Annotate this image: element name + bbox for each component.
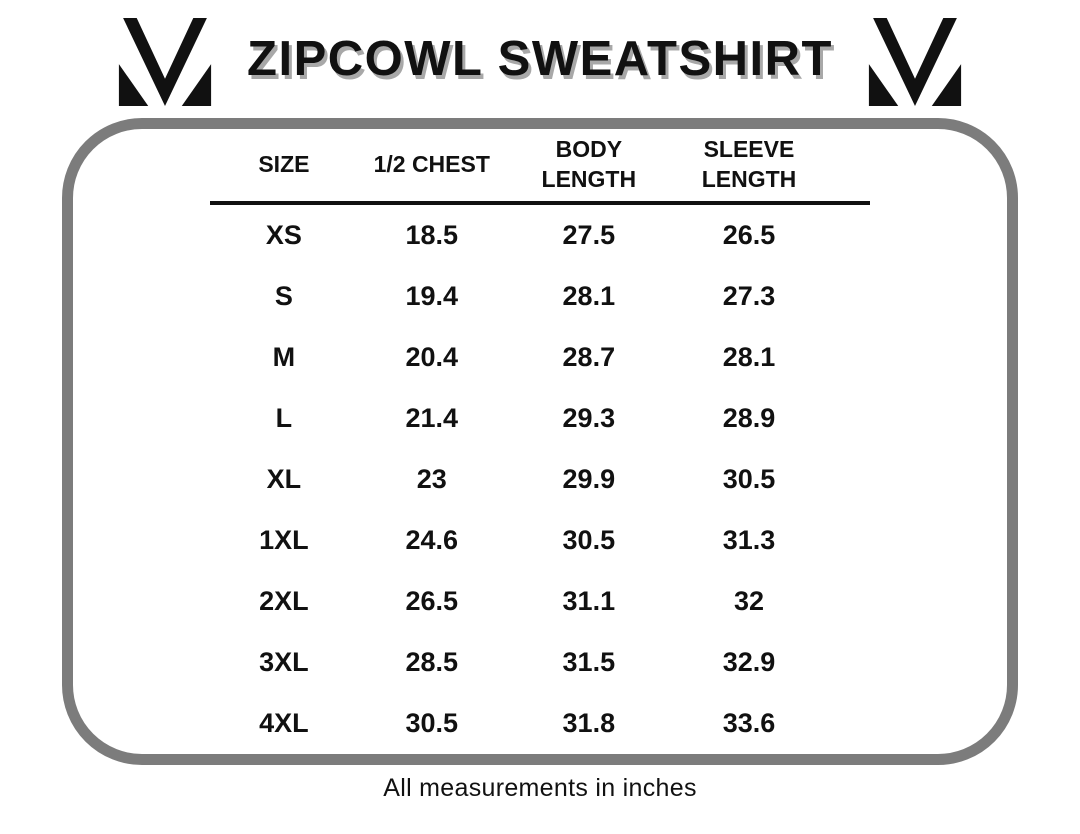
column-header-label: 1/2 CHEST — [373, 151, 490, 178]
cell-body-length: 31.5 — [562, 647, 616, 677]
cell-sleeve-length: 28.9 — [722, 403, 776, 433]
column-header-sleeve-length: SLEEVE LENGTH — [672, 135, 826, 195]
cell-size: XL — [266, 464, 302, 494]
table-body: XS 18.5 27.5 26.5 S 19.4 28.1 27.3 M 20.4 28.7 28.1… — [210, 205, 870, 754]
table-header-row: SIZE 1/2 CHEST BODY LENGTH SLEEVE LENGTH — [210, 129, 870, 205]
cell-body-length: 29.3 — [562, 403, 616, 433]
cell-body-length: 27.5 — [562, 220, 616, 250]
table-row: L 21.4 29.3 28.9 — [210, 388, 826, 449]
cell-half-chest: 26.5 — [405, 586, 459, 616]
column-header-half-chest: 1/2 CHEST — [358, 150, 506, 180]
column-header-body-length: BODY LENGTH — [506, 135, 672, 195]
size-table: SIZE 1/2 CHEST BODY LENGTH SLEEVE LENGTH… — [210, 129, 870, 754]
cell-half-chest: 30.5 — [405, 708, 459, 738]
cell-size: XS — [265, 220, 302, 250]
cell-half-chest: 28.5 — [405, 647, 459, 677]
cell-body-length: 30.5 — [562, 525, 616, 555]
table-row: 4XL 30.5 31.8 33.6 — [210, 693, 826, 754]
cell-size: M — [272, 342, 296, 372]
cell-half-chest: 18.5 — [405, 220, 459, 250]
cell-size: 4XL — [259, 708, 309, 738]
column-header-label: SIZE — [258, 151, 310, 178]
cell-half-chest: 19.4 — [405, 281, 459, 311]
column-header-label: LENGTH — [541, 166, 637, 192]
cell-sleeve-length: 31.3 — [722, 525, 776, 555]
table-row: M 20.4 28.7 28.1 — [210, 327, 826, 388]
cell-body-length: 31.1 — [562, 586, 616, 616]
cell-sleeve-length: 28.1 — [722, 342, 776, 372]
cell-half-chest: 23 — [416, 464, 447, 494]
column-header-label: BODY — [555, 136, 623, 163]
table-row: 2XL 26.5 31.1 32 — [210, 571, 826, 632]
cell-size: 3XL — [259, 647, 309, 677]
title-bar: ZIPCOWL SWEATSHIRT — [0, 0, 1080, 118]
cell-body-length: 29.9 — [562, 464, 616, 494]
cell-half-chest: 24.6 — [405, 525, 459, 555]
cell-size: L — [275, 403, 293, 433]
cell-half-chest: 20.4 — [405, 342, 459, 372]
table-row: 1XL 24.6 30.5 31.3 — [210, 510, 826, 571]
cell-size: 2XL — [259, 586, 309, 616]
cell-sleeve-length: 33.6 — [722, 708, 776, 738]
table-row: XS 18.5 27.5 26.5 — [210, 205, 826, 266]
column-header-label: SLEEVE — [703, 136, 795, 163]
cell-size: 1XL — [259, 525, 309, 555]
table-row: S 19.4 28.1 27.3 — [210, 266, 826, 327]
cell-body-length: 28.1 — [562, 281, 616, 311]
cell-size: S — [274, 281, 293, 311]
size-chart-panel: SIZE 1/2 CHEST BODY LENGTH SLEEVE LENGTH… — [62, 118, 1018, 765]
cell-half-chest: 21.4 — [405, 403, 459, 433]
cell-sleeve-length: 32.9 — [722, 647, 776, 677]
page-title: ZIPCOWL SWEATSHIRT — [247, 32, 833, 86]
column-header-size: SIZE — [210, 150, 358, 180]
brand-m-mark-icon — [118, 18, 212, 106]
cell-sleeve-length: 26.5 — [722, 220, 776, 250]
measurement-note: All measurements in inches — [383, 774, 697, 802]
table-row: XL 23 29.9 30.5 — [210, 449, 826, 510]
column-header-label: LENGTH — [701, 166, 797, 192]
cell-body-length: 31.8 — [562, 708, 616, 738]
table-row: 3XL 28.5 31.5 32.9 — [210, 632, 826, 693]
brand-m-mark-icon — [868, 18, 962, 106]
cell-sleeve-length: 30.5 — [722, 464, 776, 494]
cell-sleeve-length: 32 — [733, 586, 764, 616]
cell-sleeve-length: 27.3 — [722, 281, 776, 311]
cell-body-length: 28.7 — [562, 342, 616, 372]
